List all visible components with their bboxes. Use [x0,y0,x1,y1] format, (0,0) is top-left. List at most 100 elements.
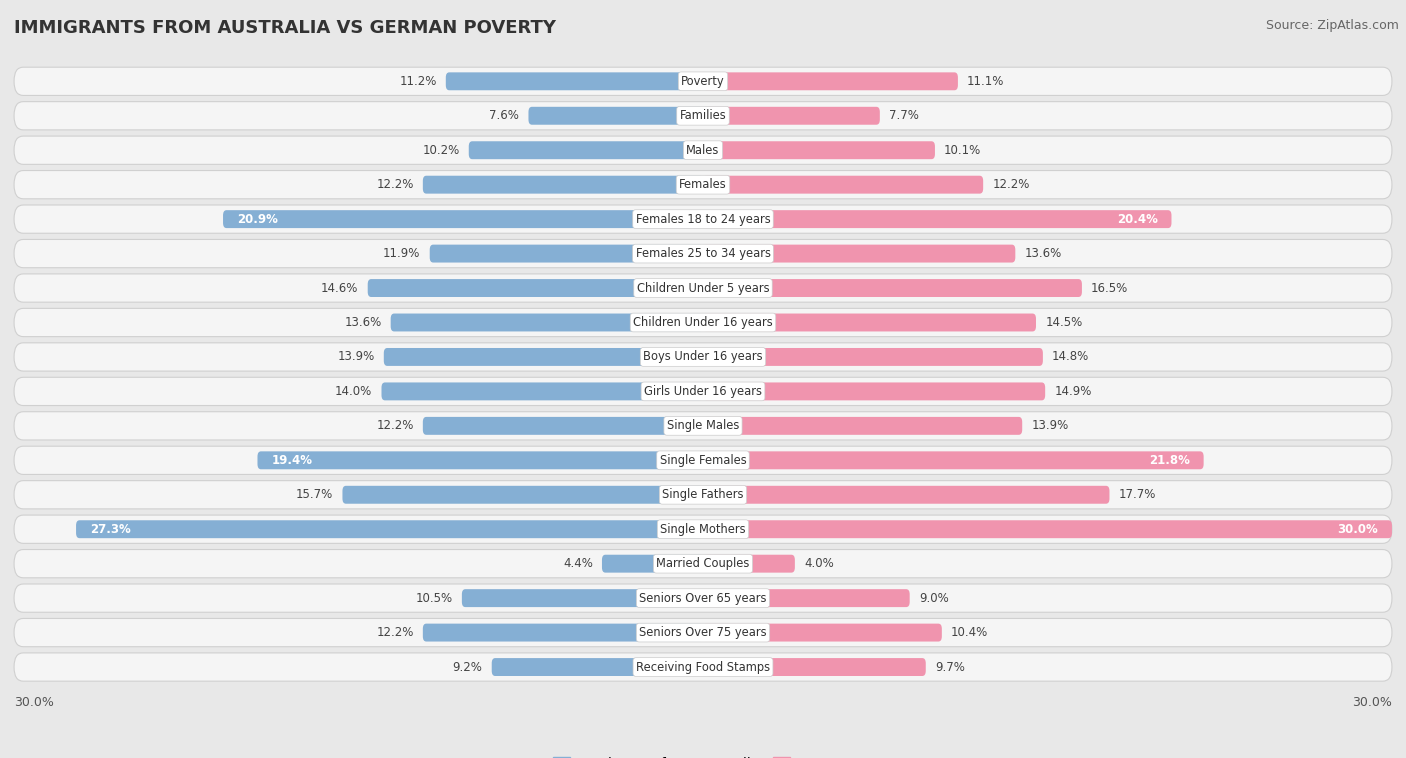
FancyBboxPatch shape [14,171,1392,199]
Text: 13.6%: 13.6% [1025,247,1062,260]
FancyBboxPatch shape [703,279,1083,297]
Text: Poverty: Poverty [681,75,725,88]
FancyBboxPatch shape [14,205,1392,233]
FancyBboxPatch shape [703,176,983,193]
FancyBboxPatch shape [14,446,1392,475]
Text: 11.9%: 11.9% [384,247,420,260]
Text: Boys Under 16 years: Boys Under 16 years [643,350,763,363]
Text: 12.2%: 12.2% [377,178,413,191]
FancyBboxPatch shape [703,245,1015,262]
Text: Source: ZipAtlas.com: Source: ZipAtlas.com [1265,19,1399,32]
FancyBboxPatch shape [14,584,1392,612]
FancyBboxPatch shape [703,107,880,125]
Text: Seniors Over 65 years: Seniors Over 65 years [640,592,766,605]
Text: 12.2%: 12.2% [377,419,413,432]
FancyBboxPatch shape [76,520,703,538]
Text: 30.0%: 30.0% [14,697,53,709]
FancyBboxPatch shape [703,624,942,641]
Text: Children Under 5 years: Children Under 5 years [637,281,769,295]
FancyBboxPatch shape [529,107,703,125]
Text: 10.4%: 10.4% [950,626,988,639]
Text: Females 25 to 34 years: Females 25 to 34 years [636,247,770,260]
Text: Single Fathers: Single Fathers [662,488,744,501]
FancyBboxPatch shape [381,383,703,400]
Text: 19.4%: 19.4% [271,454,312,467]
Text: 7.6%: 7.6% [489,109,519,122]
Text: Males: Males [686,144,720,157]
FancyBboxPatch shape [14,515,1392,543]
Text: 15.7%: 15.7% [297,488,333,501]
FancyBboxPatch shape [14,377,1392,406]
Text: 4.4%: 4.4% [562,557,593,570]
Text: Girls Under 16 years: Girls Under 16 years [644,385,762,398]
FancyBboxPatch shape [257,451,703,469]
FancyBboxPatch shape [14,67,1392,96]
FancyBboxPatch shape [423,417,703,435]
Text: 13.9%: 13.9% [1032,419,1069,432]
Text: 9.2%: 9.2% [453,660,482,674]
FancyBboxPatch shape [703,589,910,607]
Text: 21.8%: 21.8% [1149,454,1189,467]
FancyBboxPatch shape [423,176,703,193]
Text: Married Couples: Married Couples [657,557,749,570]
FancyBboxPatch shape [391,314,703,331]
Text: IMMIGRANTS FROM AUSTRALIA VS GERMAN POVERTY: IMMIGRANTS FROM AUSTRALIA VS GERMAN POVE… [14,19,555,37]
FancyBboxPatch shape [14,136,1392,164]
FancyBboxPatch shape [461,589,703,607]
Text: 10.2%: 10.2% [422,144,460,157]
FancyBboxPatch shape [224,210,703,228]
FancyBboxPatch shape [14,309,1392,337]
FancyBboxPatch shape [703,141,935,159]
Text: 30.0%: 30.0% [1337,523,1378,536]
FancyBboxPatch shape [14,240,1392,268]
Text: 14.0%: 14.0% [335,385,373,398]
FancyBboxPatch shape [703,383,1045,400]
Text: 9.0%: 9.0% [920,592,949,605]
Text: 10.5%: 10.5% [416,592,453,605]
Text: 16.5%: 16.5% [1091,281,1129,295]
FancyBboxPatch shape [703,210,1171,228]
Text: 14.8%: 14.8% [1052,350,1090,363]
Text: Females 18 to 24 years: Females 18 to 24 years [636,213,770,226]
FancyBboxPatch shape [14,619,1392,647]
Text: 11.1%: 11.1% [967,75,1004,88]
FancyBboxPatch shape [423,624,703,641]
Text: 30.0%: 30.0% [1353,697,1392,709]
FancyBboxPatch shape [14,343,1392,371]
Text: 12.2%: 12.2% [377,626,413,639]
FancyBboxPatch shape [14,412,1392,440]
FancyBboxPatch shape [14,653,1392,681]
Text: Females: Females [679,178,727,191]
Text: Families: Families [679,109,727,122]
FancyBboxPatch shape [703,348,1043,366]
Text: 13.6%: 13.6% [344,316,381,329]
Text: 20.9%: 20.9% [236,213,278,226]
FancyBboxPatch shape [430,245,703,262]
Text: 20.4%: 20.4% [1116,213,1157,226]
FancyBboxPatch shape [14,550,1392,578]
FancyBboxPatch shape [703,451,1204,469]
FancyBboxPatch shape [492,658,703,676]
FancyBboxPatch shape [703,486,1109,504]
Text: Single Mothers: Single Mothers [661,523,745,536]
Legend: Immigrants from Australia, German: Immigrants from Australia, German [548,751,858,758]
FancyBboxPatch shape [14,274,1392,302]
FancyBboxPatch shape [343,486,703,504]
FancyBboxPatch shape [703,520,1392,538]
Text: 27.3%: 27.3% [90,523,131,536]
FancyBboxPatch shape [446,72,703,90]
Text: 17.7%: 17.7% [1119,488,1156,501]
Text: Children Under 16 years: Children Under 16 years [633,316,773,329]
Text: 10.1%: 10.1% [945,144,981,157]
FancyBboxPatch shape [368,279,703,297]
FancyBboxPatch shape [703,417,1022,435]
FancyBboxPatch shape [468,141,703,159]
Text: 13.9%: 13.9% [337,350,374,363]
FancyBboxPatch shape [703,314,1036,331]
FancyBboxPatch shape [602,555,703,572]
FancyBboxPatch shape [703,72,957,90]
Text: Seniors Over 75 years: Seniors Over 75 years [640,626,766,639]
Text: 9.7%: 9.7% [935,660,965,674]
Text: Single Males: Single Males [666,419,740,432]
Text: 7.7%: 7.7% [889,109,920,122]
